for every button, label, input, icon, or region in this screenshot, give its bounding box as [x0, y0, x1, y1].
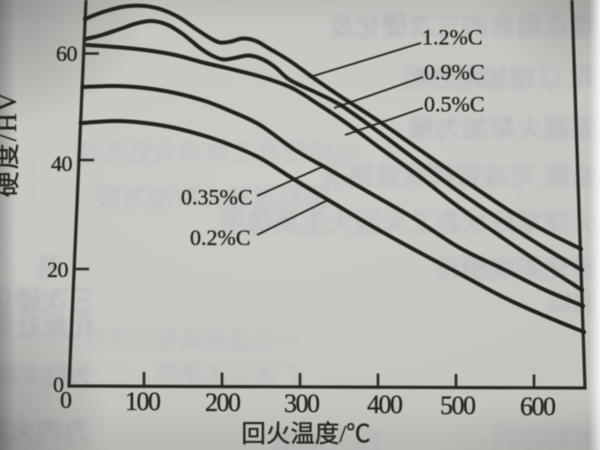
- svg-text:硬化同病相邦: 硬化同病相邦: [435, 254, 597, 284]
- svg-text:回火焰烟: 回火焰烟: [272, 426, 380, 450]
- svg-text:观,以增加刚烈柜: 观,以增加刚烈柜: [401, 64, 597, 94]
- svg-text:0.9%C: 0.9%C: [424, 60, 485, 85]
- svg-text:以增使其工件淬火后在性: 以增使其工件淬火后在性: [74, 139, 360, 168]
- svg-text:40: 40: [51, 151, 73, 176]
- svg-text:60: 60: [56, 41, 78, 66]
- svg-text:600: 600: [520, 392, 556, 421]
- svg-text:0.35%C: 0.35%C: [181, 185, 253, 210]
- svg-text:温器火犁加为报: 温器火犁加为报: [408, 114, 597, 144]
- svg-text:回火温度/℃: 回火温度/℃: [241, 420, 370, 448]
- svg-text:400: 400: [367, 390, 403, 419]
- svg-text:0: 0: [53, 372, 64, 397]
- svg-text:为内火焰烟泉: 为内火焰烟泉: [0, 416, 90, 446]
- svg-text:20: 20: [47, 257, 69, 282]
- svg-text:0: 0: [60, 388, 72, 414]
- svg-text:广水三次便用: 广水三次便用: [156, 361, 300, 388]
- svg-text:马: 马: [35, 254, 62, 284]
- svg-text:米制为同: 米制为同: [492, 422, 600, 450]
- svg-text:0.5%C: 0.5%C: [424, 92, 485, 117]
- svg-text:300: 300: [284, 389, 320, 418]
- svg-text:1.2%C: 1.2%C: [422, 25, 483, 50]
- svg-text:硬度/HV: 硬度/HV: [0, 91, 22, 198]
- svg-text:200: 200: [205, 388, 241, 417]
- svg-text:化反社员工: 化反社员工: [0, 312, 95, 342]
- svg-text:理点用合的三次硬化反: 理点用合的三次硬化反: [327, 12, 597, 42]
- svg-text:国和温器火犁加为报: 国和温器火犁加为报: [96, 184, 330, 213]
- svg-text:100: 100: [125, 387, 161, 416]
- svg-text:500: 500: [440, 391, 476, 420]
- svg-text:一以选用具有三次成化: 一以选用具有三次成化: [60, 327, 300, 354]
- svg-text:三次硬化: 三次硬化: [0, 286, 95, 316]
- svg-text:0.2%C: 0.2%C: [190, 225, 251, 250]
